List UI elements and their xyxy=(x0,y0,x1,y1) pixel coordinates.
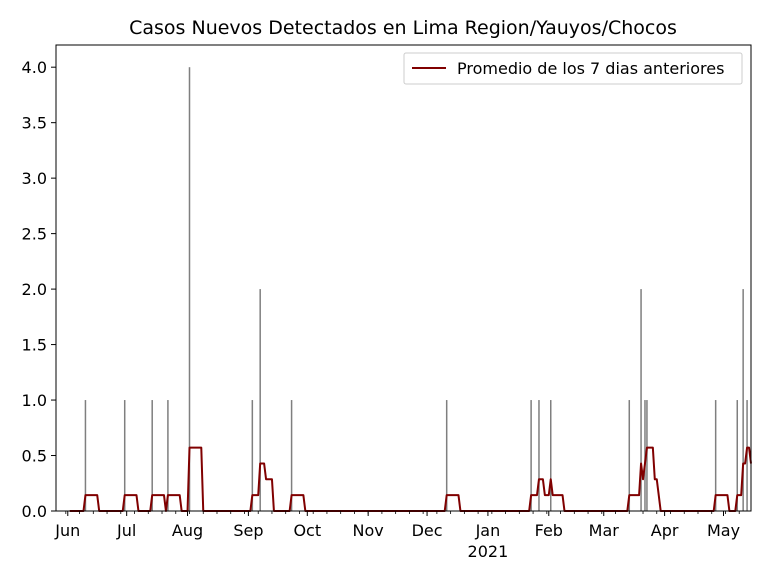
x-tick-label: May xyxy=(707,521,740,540)
bar-2020-09-03 xyxy=(251,400,254,511)
bar-2021-05-11 xyxy=(742,289,744,511)
x-tick-label: Oct xyxy=(293,521,321,540)
y-tick-label: 2.0 xyxy=(22,280,47,299)
legend: Promedio de los 7 dias anteriores xyxy=(403,52,743,85)
bar-2021-02-02 xyxy=(550,400,552,511)
bar-2021-03-20 xyxy=(640,289,642,511)
x-tick-label: Feb xyxy=(535,521,563,540)
bar-2020-07-22 xyxy=(167,400,169,511)
x-tick-label: Dec xyxy=(412,521,443,540)
bar-2021-01-27 xyxy=(538,400,540,511)
y-tick-label: 2.5 xyxy=(22,225,47,244)
x-tick-label: Aug xyxy=(172,521,203,540)
y-tick-label: 0.0 xyxy=(22,502,47,521)
x-tick-label: Sep xyxy=(233,521,263,540)
bar-2021-01-23 xyxy=(530,400,532,511)
y-tick-label: 0.5 xyxy=(22,447,47,466)
x-tick-label: Jul xyxy=(116,521,136,540)
y-tick-label: 1.5 xyxy=(22,336,47,355)
x-tick-label: Jan xyxy=(475,521,501,540)
y-tick-label: 3.0 xyxy=(22,169,47,188)
bar-2020-06-10 xyxy=(84,400,87,511)
x-tick-label: Apr xyxy=(651,521,679,540)
y-axis: 0.0 0.5 1.0 1.5 2.0 2.5 3.0 3.5 4.0 xyxy=(22,58,56,521)
x-tick-label: Nov xyxy=(353,521,384,540)
bar-2020-09-07 xyxy=(259,289,261,511)
chart-title: Casos Nuevos Detectados en Lima Region/Y… xyxy=(129,17,677,39)
x-axis: Jun Jul Aug Sep Oct Nov Dec Jan 2021 Feb Mar Apr May xyxy=(54,511,740,561)
legend-box xyxy=(403,52,743,85)
x-tick-label: Mar xyxy=(589,521,620,540)
bar-2020-07-14 xyxy=(151,400,153,511)
x-tick-sublabel: 2021 xyxy=(468,542,509,561)
bar-2021-04-27 xyxy=(714,400,717,511)
y-tick-label: 1.0 xyxy=(22,391,47,410)
bar-2020-12-11 xyxy=(445,400,448,511)
bar-2020-06-30 xyxy=(123,400,126,511)
plot-frame xyxy=(55,44,752,512)
y-tick-label: 3.5 xyxy=(22,114,47,133)
bar-2021-05-08 xyxy=(736,400,739,511)
legend-label: Promedio de los 7 dias anteriores xyxy=(457,59,724,78)
bar-2021-03-14 xyxy=(628,400,631,511)
x-tick-label: Jun xyxy=(54,521,80,540)
bar-2020-09-23 xyxy=(290,400,293,511)
y-tick-label: 4.0 xyxy=(22,58,47,77)
bar-2020-08-02 xyxy=(188,67,191,511)
